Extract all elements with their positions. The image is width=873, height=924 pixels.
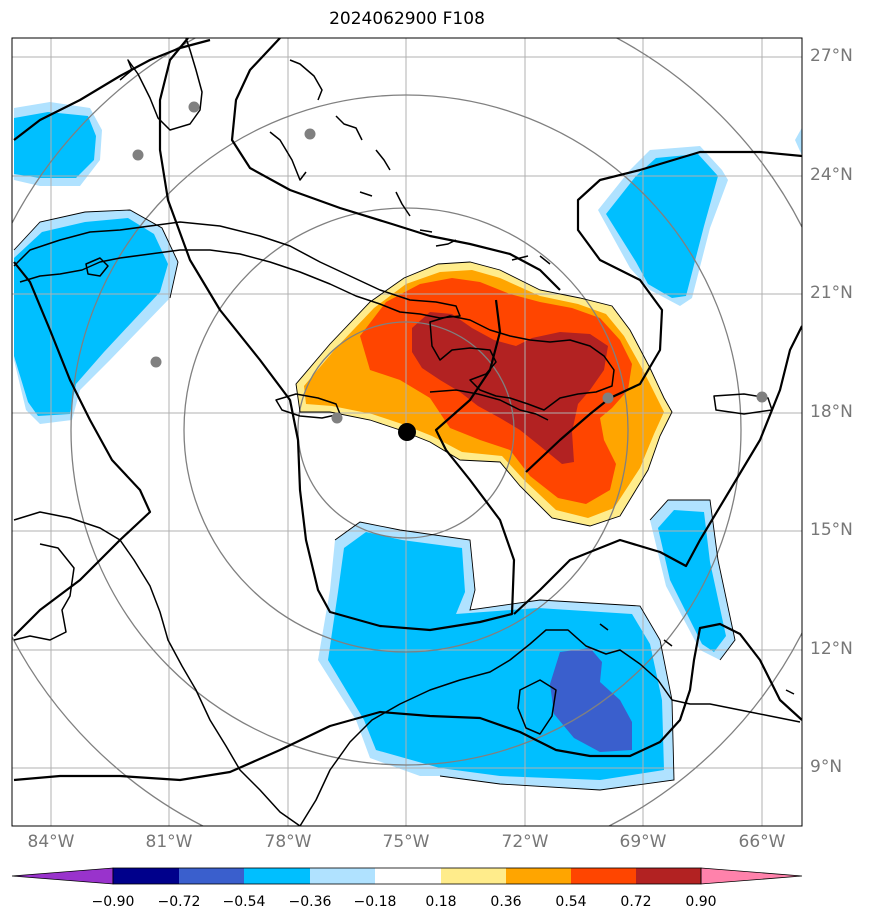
thick-contours: [13, 38, 802, 782]
coast-central-america-2: [13, 543, 75, 641]
colorbar-outline: [112, 867, 702, 885]
lon-label: 78°W: [264, 832, 312, 852]
lon-label: 84°W: [27, 832, 75, 852]
lat-label: 18°N: [810, 402, 853, 422]
coast-cuba: [13, 221, 461, 319]
colorbar-tick-label: −0.90: [91, 894, 135, 910]
positive-anomaly-fields: [296, 262, 672, 526]
lon-label: 69°W: [619, 832, 667, 852]
coast-bahamas: [269, 59, 551, 265]
colorbar-bin: [244, 868, 310, 884]
lon-label: 72°W: [501, 832, 549, 852]
storm-center-marker: [398, 423, 416, 441]
colorbar-tick-label: 0.36: [490, 894, 522, 910]
colorbar-tick-label: −0.36: [288, 894, 332, 910]
coast-hispaniola-south: [429, 389, 549, 421]
station-markers: [132, 101, 768, 424]
colorbar-extend-high: [700, 867, 803, 885]
colorbar-bin: [375, 868, 441, 884]
coast-florida: [119, 38, 203, 131]
thick-contour-2: [158, 38, 516, 632]
colorbar-tick-label: −0.54: [222, 894, 266, 910]
pos-field-072-fill: [412, 312, 608, 464]
colorbar-tick-label: −0.18: [353, 894, 397, 910]
range-ring-1: [297, 321, 515, 539]
station-dot: [756, 391, 768, 403]
colorbar-extend-low: [11, 867, 114, 885]
coast-antilles: [599, 623, 795, 695]
coast-isla-juventud: [85, 257, 109, 277]
coastlines: [13, 38, 801, 826]
negative-anomaly-fields: [14, 102, 802, 790]
station-dot: [188, 101, 200, 113]
neg-field-dark-fill: [550, 648, 632, 752]
thin-contours: [13, 209, 736, 791]
colorbar-tick-label: 0.18: [425, 894, 457, 910]
range-ring-3: [70, 94, 742, 766]
thick-contour-6: [513, 325, 802, 615]
coast-lake-maracaibo: [517, 679, 557, 735]
map-canvas: [12, 38, 802, 826]
station-dot: [602, 392, 614, 404]
colorbar-tick-label: 0.54: [555, 894, 587, 910]
lon-label: 75°W: [382, 832, 430, 852]
colorbar-bin: [113, 868, 179, 884]
thick-contour-5: [13, 622, 802, 782]
station-dot: [150, 356, 162, 368]
colorbar-bin: [441, 868, 506, 884]
thick-contour-west: [13, 261, 152, 637]
station-dot: [132, 149, 144, 161]
lat-label: 9°N: [810, 757, 843, 777]
colorbar-bin: [636, 868, 701, 884]
coast-central-america: [13, 511, 301, 826]
colorbar: [11, 867, 803, 885]
colorbar-tick-label: 0.72: [620, 894, 652, 910]
lat-label: 27°N: [810, 46, 853, 66]
lat-label: 24°N: [810, 165, 853, 185]
colorbar-bin: [506, 868, 571, 884]
colorbar-bin: [571, 868, 636, 884]
neg-field-mid-fill: [14, 112, 726, 780]
lon-label: 66°W: [738, 832, 786, 852]
thick-contour-3: [230, 38, 561, 291]
lat-label: 21°N: [810, 283, 853, 303]
colorbar-bin: [310, 868, 375, 884]
coast-colombia-venezuela: [299, 629, 801, 826]
station-dot: [304, 128, 316, 140]
lat-label: 15°N: [810, 520, 853, 540]
colorbar-tick-label: −0.72: [157, 894, 201, 910]
map-frame: [11, 37, 803, 827]
lat-label: 12°N: [810, 639, 853, 659]
coast-hispaniola: [429, 315, 615, 411]
station-dot: [331, 412, 343, 424]
lon-label: 81°W: [145, 832, 193, 852]
thick-contour-4: [525, 150, 802, 473]
map-title: 2024062900 F108: [329, 9, 485, 29]
colorbar-tick-label: 0.90: [685, 894, 717, 910]
colorbar-bin: [179, 868, 244, 884]
range-rings: [12, 38, 802, 826]
range-ring-2: [183, 207, 629, 653]
